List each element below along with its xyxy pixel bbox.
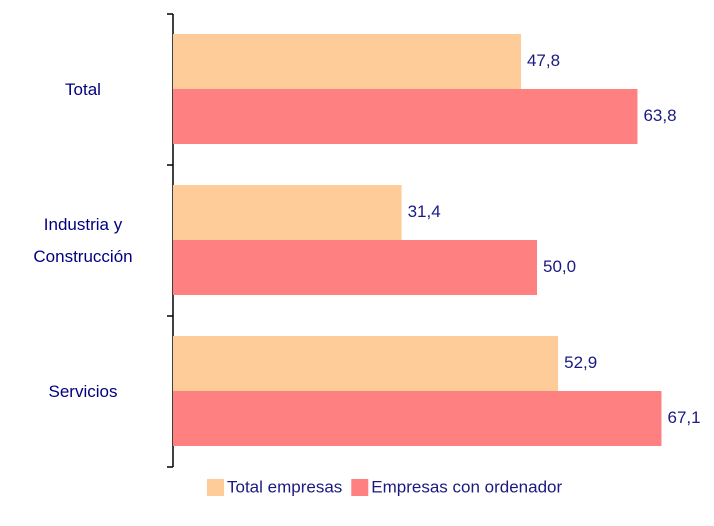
value-label: 63,8 (643, 106, 676, 125)
category-label: Total (65, 79, 101, 99)
bar (173, 34, 521, 89)
legend-swatch (207, 479, 224, 496)
value-label: 47,8 (527, 51, 560, 70)
bar (173, 185, 402, 240)
value-label: 50,0 (543, 257, 576, 276)
bar (173, 391, 662, 446)
value-label: 52,9 (564, 353, 597, 372)
bar (173, 89, 638, 144)
category-label: Servicios (48, 381, 118, 401)
value-label: 67,1 (667, 408, 700, 427)
category-label: Industria y Construcción (33, 214, 133, 266)
legend-swatch (351, 479, 369, 496)
bar (173, 336, 559, 391)
bar (173, 240, 537, 295)
legend-label: Total empresas (227, 477, 342, 496)
value-label: 31,4 (408, 202, 441, 221)
legend-label: Empresas con ordenador (371, 477, 562, 496)
